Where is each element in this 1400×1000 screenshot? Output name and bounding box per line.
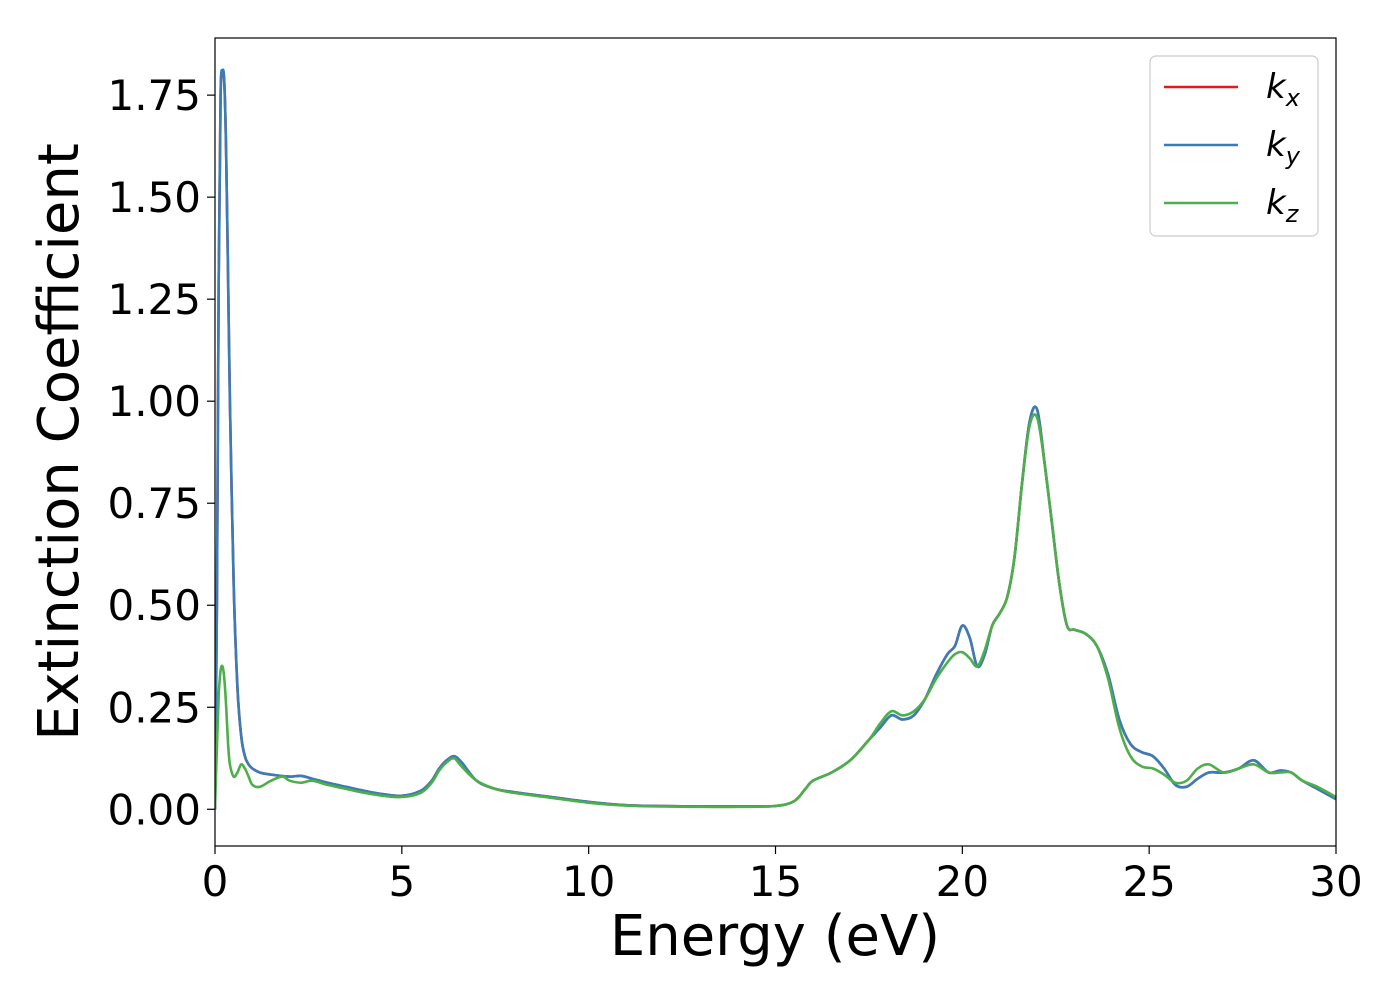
y-tick-label: 1.25 <box>107 275 201 324</box>
x-tick-label: 10 <box>562 857 615 906</box>
x-tick-label: 30 <box>1309 857 1362 906</box>
x-axis-ticks: 0 5 10 15 20 25 30 <box>202 846 1363 906</box>
x-tick-label: 5 <box>388 857 415 906</box>
legend-label-x: kx <box>1266 67 1301 112</box>
legend-label-z: kz <box>1266 183 1300 228</box>
y-tick-label: 0.00 <box>107 785 201 834</box>
y-axis-label: Extinction Coefficient <box>27 143 92 741</box>
x-tick-label: 20 <box>936 857 989 906</box>
x-tick-label: 25 <box>1122 857 1175 906</box>
legend: kx ky kz <box>1149 55 1319 237</box>
y-tick-label: 1.50 <box>107 173 201 222</box>
series-layer <box>215 68 1336 810</box>
y-tick-label: 0.50 <box>107 581 201 630</box>
x-axis-label: Energy (eV) <box>610 904 940 969</box>
legend-label-y: ky <box>1266 125 1301 170</box>
x-tick-label: 15 <box>749 857 802 906</box>
y-tick-label: 1.75 <box>107 71 201 120</box>
y-tick-label: 1.00 <box>107 377 201 426</box>
y-tick-label: 0.75 <box>107 479 201 528</box>
x-tick-label: 0 <box>202 857 229 906</box>
y-tick-label: 0.25 <box>107 683 201 732</box>
series-line-z <box>215 413 1336 810</box>
y-axis-ticks: 0.00 0.25 0.50 0.75 1.00 1.25 1.50 1.75 <box>107 71 215 834</box>
